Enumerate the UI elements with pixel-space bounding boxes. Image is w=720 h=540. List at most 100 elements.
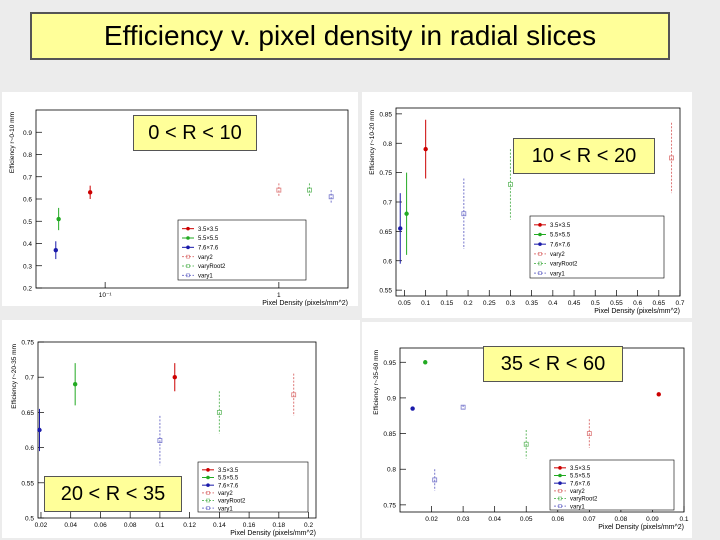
legend-marker (186, 245, 190, 250)
y-tick-label: 0.8 (387, 467, 396, 474)
data-point (72, 382, 78, 387)
legend-marker (206, 468, 210, 472)
data-point (586, 431, 592, 436)
y-tick-label: 0.85 (379, 111, 392, 118)
x-tick-label: 0.2 (464, 300, 473, 307)
legend-label: 5.5×5.5 (550, 233, 571, 239)
legend-label: vary1 (218, 506, 233, 512)
x-tick-label: 0.1 (421, 300, 430, 307)
x-tick-label: 0.04 (64, 522, 77, 529)
legend-box (529, 215, 665, 279)
x-tick-label: 0.6 (633, 300, 642, 307)
y-tick-label: 0.4 (23, 241, 32, 248)
y-tick-label: 0.3 (23, 263, 32, 270)
data-point (410, 406, 415, 411)
data-point (87, 190, 93, 195)
y-tick-label: 0.7 (383, 200, 392, 207)
chart-panel-r35-60: 0.75 0.8 0.85 0.9 0.95 0.02 0.03 0.04 0.05 0.06 0.… (362, 322, 692, 538)
data-point (432, 477, 438, 483)
data-point (328, 194, 334, 200)
legend-marker (538, 242, 542, 246)
x-tick-label: 0.4 (548, 300, 557, 307)
legend-label: varyRoot2 (198, 264, 226, 270)
x-tick-label: 0.45 (568, 300, 581, 307)
legend-label: 3.5×3.5 (218, 468, 239, 474)
x-tick-label: 0.05 (398, 300, 411, 307)
region-label-r0-10: 0 < R < 10 (133, 115, 257, 151)
y-tick-label: 0.6 (23, 197, 32, 204)
legend-marker (206, 483, 210, 487)
x-tick-label: 0.35 (525, 300, 538, 307)
y-tick-label: 0.8 (383, 141, 392, 148)
y-tick-label: 0.95 (383, 360, 396, 367)
x-tick-label: 0.12 (183, 522, 196, 529)
x-tick-label: 0.1 (155, 522, 164, 529)
data-point (508, 181, 513, 187)
data-point (461, 211, 467, 217)
data-point (291, 392, 297, 398)
slide-title: Efficiency v. pixel density in radial sl… (30, 12, 670, 60)
legend-label: 3.5×3.5 (550, 223, 571, 229)
legend-marker (558, 489, 562, 493)
y-tick-label: 0.65 (21, 410, 34, 417)
y-tick-label: 0.9 (387, 395, 396, 402)
y-tick-label: 0.65 (379, 229, 392, 236)
data-point (398, 226, 403, 231)
y-axis-label: Efficiency r~20-35 mm (11, 344, 18, 409)
x-tick-label: 0.06 (94, 522, 107, 529)
legend-marker (558, 481, 562, 485)
x-tick-label: 0.14 (213, 522, 226, 529)
y-tick-label: 0.9 (23, 130, 32, 137)
x-tick-label: 10⁻¹ (99, 292, 113, 299)
legend-marker (186, 273, 190, 278)
legend-marker (206, 498, 210, 503)
legend-label: varyRoot2 (570, 497, 598, 503)
legend-marker (538, 223, 542, 227)
chart-r10-20: 0.55 0.6 0.65 0.7 0.75 0.8 0.85 0.05 0.1 0.15 0.2 0… (369, 107, 685, 315)
y-axis-label: Efficiency r~0-10 mm (9, 112, 16, 173)
x-tick-label: 0.04 (488, 516, 501, 523)
x-tick-label: 0.08 (124, 522, 137, 529)
legend-label: vary2 (570, 489, 585, 495)
x-tick-label: 0.1 (679, 516, 688, 523)
legend-label: 7.6×7.6 (198, 246, 219, 252)
data-point (307, 187, 312, 193)
data-point (157, 438, 163, 443)
data-point (460, 404, 466, 410)
y-tick-label: 0.6 (383, 258, 392, 265)
x-tick-label: 0.05 (520, 516, 533, 523)
y-tick-label: 0.55 (21, 480, 34, 487)
y-tick-label: 0.85 (383, 431, 396, 438)
x-tick-label: 0.2 (304, 522, 313, 529)
x-tick-label: 0.09 (646, 516, 659, 523)
legend-label: vary2 (198, 255, 213, 261)
legend-label: vary2 (550, 252, 565, 258)
legend-marker (186, 236, 190, 240)
y-tick-label: 0.6 (25, 445, 34, 452)
x-tick-label: 0.02 (35, 522, 48, 529)
region-label-r35-60: 35 < R < 60 (483, 346, 623, 382)
legend-label: varyRoot2 (550, 262, 578, 268)
legend-marker (538, 252, 542, 256)
x-tick-label: 0.5 (591, 300, 600, 307)
x-axis-label: Pixel Density (pixels/mm^2) (262, 300, 348, 306)
y-tick-label: 0.7 (25, 375, 34, 382)
legend-marker (186, 226, 190, 231)
legend-marker (186, 254, 190, 259)
region-label-r10-20: 10 < R < 20 (513, 138, 655, 174)
y-tick-label: 0.75 (379, 170, 392, 177)
legend-marker (538, 261, 542, 266)
x-tick-label: 0.15 (441, 300, 454, 307)
legend-box (197, 461, 309, 513)
data-point (216, 410, 222, 415)
data-point (56, 216, 61, 222)
chart-panel-r10-20: 0.55 0.6 0.65 0.7 0.75 0.8 0.85 0.05 0.1 0.15 0.2 0… (362, 92, 692, 318)
legend-label: 5.5×5.5 (570, 474, 591, 480)
legend-label: vary1 (550, 271, 565, 277)
y-tick-label: 0.2 (23, 286, 32, 293)
y-axis-label: Efficiency r~35-60 mm (373, 350, 380, 415)
y-tick-label: 0.55 (379, 288, 392, 295)
data-point (404, 211, 409, 216)
legend-label: 7.6×7.6 (218, 483, 239, 489)
data-point (669, 155, 674, 161)
